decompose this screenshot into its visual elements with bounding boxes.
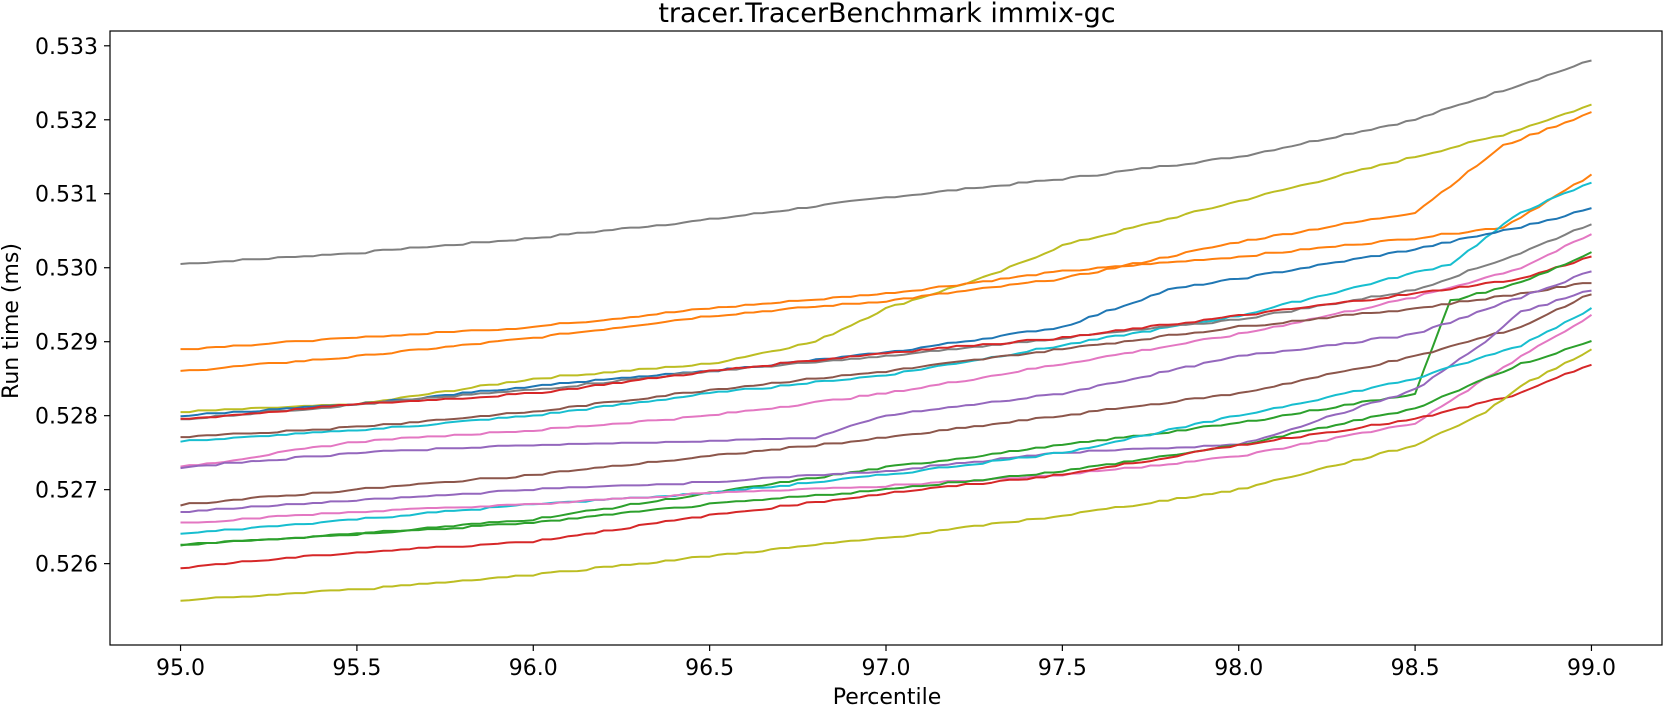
x-axis-label: Percentile [833,685,942,710]
y-tick-label: 0.526 [35,553,98,578]
series-line-9 [180,255,1592,420]
y-tick-label: 0.527 [35,479,98,504]
chart-title: tracer.TracerBenchmark immix-gc [658,0,1115,29]
y-tick-label: 0.532 [35,109,98,134]
x-axis: 95.0 95.5 96.0 96.5 97.0 97.5 98.0 98.5 99.0 [156,645,1616,681]
series-line-15 [180,307,1593,535]
series-line-1 [180,59,1592,265]
series-line-2 [180,103,1592,414]
x-tick-label: 96.5 [685,656,734,681]
y-tick-label: 0.530 [35,257,98,282]
series-line-12 [180,270,1592,470]
x-tick-label: 96.0 [509,656,558,681]
y-axis-label: Run time (ms) [0,243,24,399]
series-line-16 [180,313,1593,524]
x-tick-label: 98.0 [1214,656,1263,681]
series-line-17 [180,340,1592,546]
y-axis: 0.526 0.527 0.528 0.529 0.530 0.531 0.532 0.533 [35,35,110,578]
series-line-18 [180,363,1592,570]
series-lines [180,59,1593,602]
y-tick-label: 0.529 [35,331,98,356]
series-line-11 [180,282,1592,439]
series-line-14 [180,289,1592,513]
series-line-5 [180,181,1592,443]
y-tick-label: 0.533 [35,35,98,60]
series-line-3 [180,173,1593,351]
series-line-7 [180,223,1592,421]
x-tick-label: 97.0 [862,656,911,681]
x-tick-label: 98.5 [1391,656,1440,681]
series-line-4 [180,111,1592,372]
series-line-8 [180,233,1592,468]
series-line-13 [180,293,1592,507]
y-tick-label: 0.528 [35,405,98,430]
x-tick-label: 95.5 [332,656,381,681]
x-tick-label: 95.0 [156,656,205,681]
y-tick-label: 0.531 [35,183,98,208]
x-tick-label: 99.0 [1567,656,1616,681]
x-tick-label: 97.5 [1038,656,1087,681]
series-line-19 [180,348,1593,602]
